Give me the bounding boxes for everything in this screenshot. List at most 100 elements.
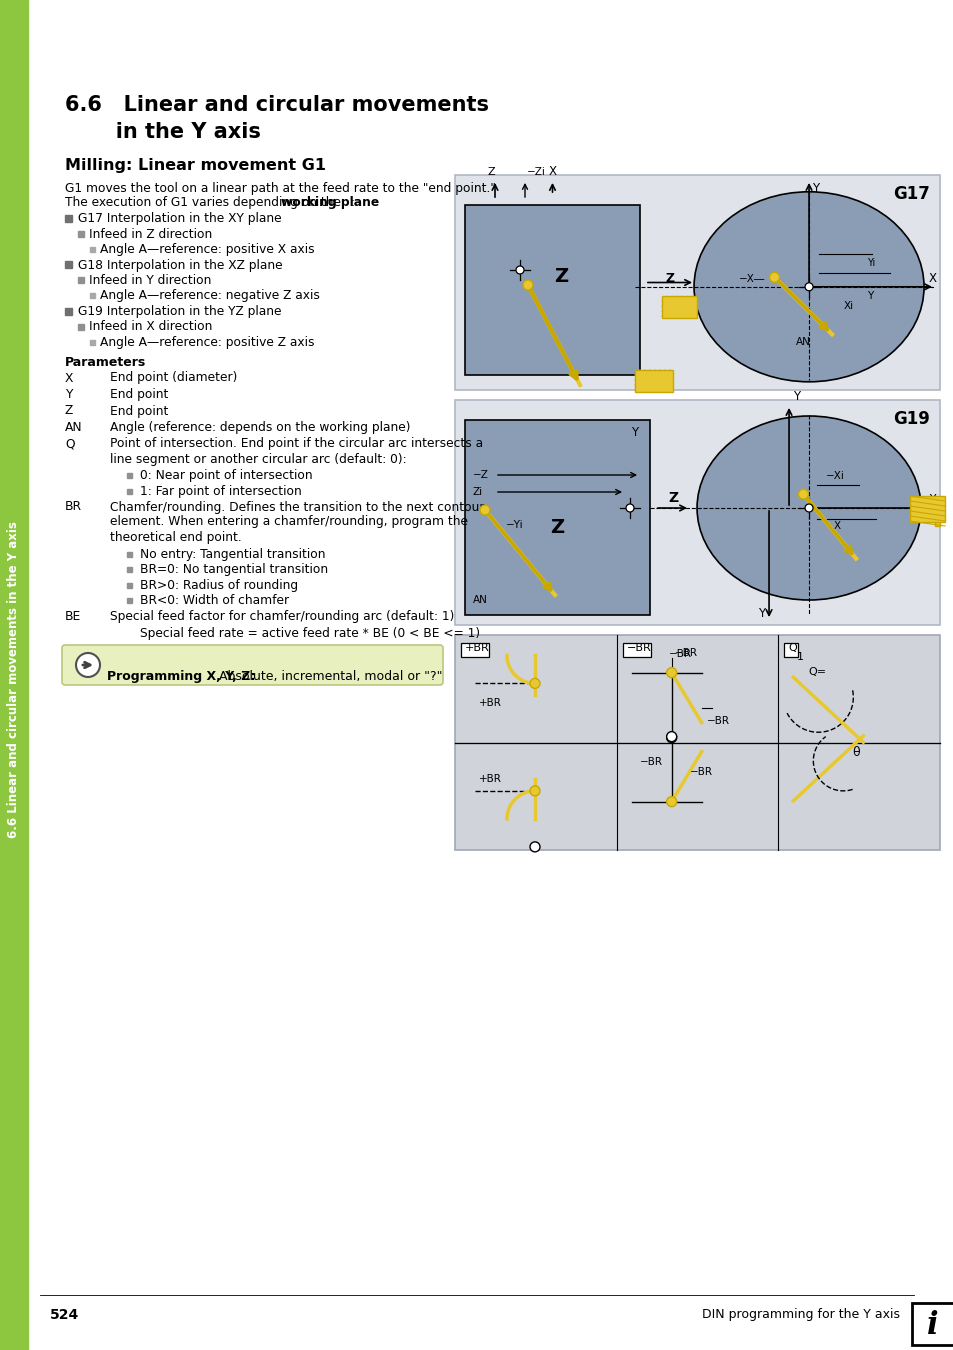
Text: Angle (reference: depends on the working plane): Angle (reference: depends on the working… <box>110 421 410 433</box>
Text: −Yi: −Yi <box>506 520 523 531</box>
Text: θ: θ <box>852 745 860 759</box>
Text: Z: Z <box>487 167 495 177</box>
Text: Chamfer/rounding. Defines the transition to the next contour
element. When enter: Chamfer/rounding. Defines the transition… <box>110 501 484 544</box>
Text: Y: Y <box>865 292 872 301</box>
Circle shape <box>666 668 676 678</box>
Text: G18 Interpolation in the XZ plane: G18 Interpolation in the XZ plane <box>78 258 282 271</box>
Circle shape <box>530 786 539 796</box>
Bar <box>78 324 84 329</box>
Text: Y: Y <box>631 425 638 439</box>
Text: −BR: −BR <box>689 767 712 776</box>
Circle shape <box>530 678 539 688</box>
Ellipse shape <box>697 416 920 599</box>
Circle shape <box>666 733 676 743</box>
Text: X: X <box>928 271 936 285</box>
Bar <box>455 176 939 390</box>
Circle shape <box>76 653 100 676</box>
Bar <box>0 0 28 1350</box>
Text: Special feed rate = active feed rate * BE (0 < BE <= 1): Special feed rate = active feed rate * B… <box>140 626 479 640</box>
Text: The execution of G1 varies depending on the: The execution of G1 varies depending on … <box>65 196 345 209</box>
Text: DIN programming for the Y axis: DIN programming for the Y axis <box>701 1308 899 1322</box>
Bar <box>455 634 939 850</box>
Text: BR<0: Width of chamfer: BR<0: Width of chamfer <box>140 594 289 608</box>
Text: 1: Far point of intersection: 1: Far point of intersection <box>140 485 301 498</box>
Text: 1: 1 <box>796 652 802 663</box>
Text: −BR: −BR <box>668 649 691 659</box>
Bar <box>661 296 697 319</box>
Text: Q: Q <box>788 643 797 653</box>
Bar <box>90 293 95 298</box>
Bar <box>127 582 132 587</box>
Text: Angle A—reference: positive X axis: Angle A—reference: positive X axis <box>100 243 314 256</box>
Text: Special feed factor for chamfer/rounding arc (default: 1): Special feed factor for chamfer/rounding… <box>110 610 454 622</box>
Text: X: X <box>928 493 936 506</box>
Text: working plane: working plane <box>281 196 379 209</box>
Text: Yi: Yi <box>865 258 874 269</box>
Ellipse shape <box>694 192 923 382</box>
Text: End point: End point <box>110 387 168 401</box>
Circle shape <box>769 273 779 282</box>
Circle shape <box>804 504 812 512</box>
Circle shape <box>666 732 676 741</box>
Text: −BR: −BR <box>706 716 729 726</box>
Text: Y: Y <box>757 608 764 620</box>
Bar <box>90 247 95 251</box>
Text: BE: BE <box>65 610 81 622</box>
Bar <box>934 498 939 526</box>
Text: −Zi: −Zi <box>526 167 545 177</box>
Text: End point: End point <box>110 405 168 417</box>
Bar <box>635 370 672 392</box>
Bar <box>127 552 132 556</box>
Bar <box>455 400 939 625</box>
Text: End point (diameter): End point (diameter) <box>110 371 237 385</box>
Bar <box>127 567 132 572</box>
Text: Point of intersection. End point if the circular arc intersects a
line segment o: Point of intersection. End point if the … <box>110 437 482 466</box>
Bar <box>127 489 132 494</box>
Text: −BR: −BR <box>675 648 698 657</box>
Bar <box>464 420 649 616</box>
Text: G19: G19 <box>892 410 929 428</box>
Text: −BR: −BR <box>639 756 662 767</box>
Text: 524: 524 <box>50 1308 79 1322</box>
Circle shape <box>530 842 539 852</box>
Text: Y: Y <box>792 390 800 404</box>
Bar <box>65 308 71 315</box>
Text: Parameters: Parameters <box>65 355 146 369</box>
Circle shape <box>804 282 812 290</box>
Circle shape <box>666 796 676 807</box>
Text: AN: AN <box>473 595 487 605</box>
Text: Z: Z <box>65 405 73 417</box>
Text: X: X <box>65 371 73 385</box>
Text: Y: Y <box>65 387 72 401</box>
FancyBboxPatch shape <box>62 645 442 684</box>
Circle shape <box>625 504 634 512</box>
Circle shape <box>516 266 523 274</box>
Text: AN: AN <box>795 338 810 347</box>
Text: AN: AN <box>65 421 83 433</box>
Bar <box>65 215 71 221</box>
Text: Zi: Zi <box>473 487 482 497</box>
Text: No entry: Tangential transition: No entry: Tangential transition <box>140 548 325 562</box>
Text: in the Y axis: in the Y axis <box>65 122 260 142</box>
FancyArrowPatch shape <box>83 663 90 668</box>
Text: Infeed in Y direction: Infeed in Y direction <box>89 274 212 288</box>
Text: X: X <box>548 165 556 178</box>
Text: Angle A—reference: negative Z axis: Angle A—reference: negative Z axis <box>100 289 319 302</box>
Text: G1 moves the tool on a linear path at the feed rate to the "end point.": G1 moves the tool on a linear path at th… <box>65 182 496 194</box>
Text: −BR: −BR <box>626 643 651 653</box>
Text: Infeed in Z direction: Infeed in Z direction <box>89 228 212 240</box>
Text: Absolute, incremental, modal or "?": Absolute, incremental, modal or "?" <box>214 670 442 683</box>
Text: G19 Interpolation in the YZ plane: G19 Interpolation in the YZ plane <box>78 305 281 319</box>
Text: +BR: +BR <box>478 774 501 784</box>
Text: −Xi: −Xi <box>825 471 843 481</box>
Text: G17 Interpolation in the XY plane: G17 Interpolation in the XY plane <box>78 212 281 225</box>
Text: Programming X, Y, Z:: Programming X, Y, Z: <box>107 670 255 683</box>
Bar <box>460 643 489 657</box>
Bar <box>622 643 651 657</box>
Text: Infeed in X direction: Infeed in X direction <box>89 320 213 333</box>
Text: Q=: Q= <box>807 667 825 678</box>
Text: Y: Y <box>811 182 819 194</box>
Text: BR=0: No tangential transition: BR=0: No tangential transition <box>140 563 328 576</box>
Bar <box>78 277 84 284</box>
Text: X: X <box>833 521 840 532</box>
